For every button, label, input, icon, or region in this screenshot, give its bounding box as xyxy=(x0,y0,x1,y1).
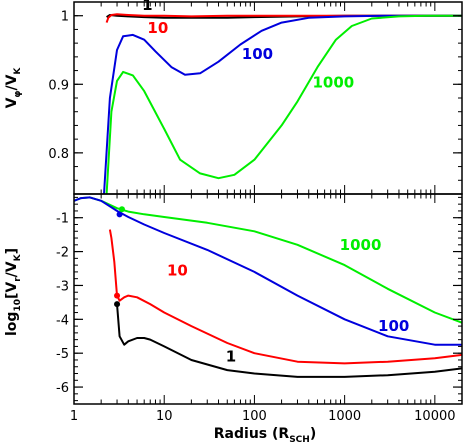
bottom-y-tick-label: -1 xyxy=(56,212,69,227)
top-panel: 1 10 100 1000 0.8 0.9 1 xyxy=(48,0,463,195)
xlabel-tail: ) xyxy=(310,426,316,442)
bottom-series-1000-line xyxy=(74,196,462,324)
top-ylabel-sub1: φ xyxy=(13,91,23,98)
bottom-ylabel-sub1: r xyxy=(13,277,23,282)
top-ylabel-sub2: K xyxy=(13,67,23,75)
bottom-series-1-line xyxy=(116,304,462,378)
x-axis-label: Radius (RSCH) xyxy=(214,426,316,445)
top-ylabel-main: V xyxy=(4,97,20,108)
bottom-panel: 1000 100 10 1 -1 -2 -3 -4 -5 -6 xyxy=(56,193,463,405)
bottom-y-axis-label: log10[Vr/VK] xyxy=(4,248,23,336)
top-series-1000-label: 1000 xyxy=(312,74,354,92)
bottom-ylabel-sub2: K xyxy=(13,253,23,261)
bottom-y-tick-label: -6 xyxy=(56,381,69,396)
bottom-series-10-label: 10 xyxy=(167,261,188,279)
top-y-tick-label: 0.8 xyxy=(48,147,69,162)
bottom-marker-1000 xyxy=(118,206,125,213)
xlabel-main: Radius (R xyxy=(214,426,290,442)
bottom-series-100-label: 100 xyxy=(378,317,409,335)
bottom-ylabel-main: log xyxy=(4,312,20,336)
bottom-marker-100 xyxy=(116,211,123,218)
bottom-series-1-label: 1 xyxy=(226,348,236,366)
bottom-ylabel-tail: ] xyxy=(4,248,20,254)
bottom-y-tick-label: -5 xyxy=(56,347,69,362)
bottom-marker-10 xyxy=(114,292,121,299)
bottom-ylabel-sub0: 10 xyxy=(13,299,23,312)
top-curves xyxy=(103,13,462,194)
bottom-ylabel-mid: /V xyxy=(4,261,20,277)
top-series-100-line xyxy=(103,14,462,194)
bottom-marker-1 xyxy=(114,301,121,308)
bottom-series-1000-label: 1000 xyxy=(340,236,382,254)
top-frame xyxy=(73,1,463,195)
top-y-axis-label: Vφ/VK xyxy=(4,67,23,109)
bottom-frame xyxy=(73,193,463,405)
bottom-ylabel-pre: [V xyxy=(4,282,20,299)
top-ylabel-mid: /V xyxy=(4,74,20,90)
bottom-y-tick-label: -4 xyxy=(56,313,69,328)
x-tick-label: 1000 xyxy=(328,409,361,424)
bottom-y-tick-label: -3 xyxy=(56,279,69,294)
x-tick-label: 100 xyxy=(242,409,267,424)
top-series-10-label: 10 xyxy=(147,19,168,37)
bottom-curves xyxy=(74,196,462,378)
top-y-tick-label: 1 xyxy=(61,10,69,25)
x-tick-label: 10000 xyxy=(414,409,455,424)
x-tick-label: 10 xyxy=(156,409,173,424)
bottom-series-100-line xyxy=(74,196,462,346)
bottom-series-10-line xyxy=(108,229,462,365)
x-tick-label: 1 xyxy=(70,409,78,424)
bottom-y-tick-label: -2 xyxy=(56,246,69,261)
top-series-1000-line xyxy=(105,14,462,194)
top-series-100-label: 100 xyxy=(242,45,273,63)
top-series-1-label: 1 xyxy=(142,0,152,14)
top-y-tick-label: 0.9 xyxy=(48,78,69,93)
xlabel-sub: SCH xyxy=(289,435,310,445)
